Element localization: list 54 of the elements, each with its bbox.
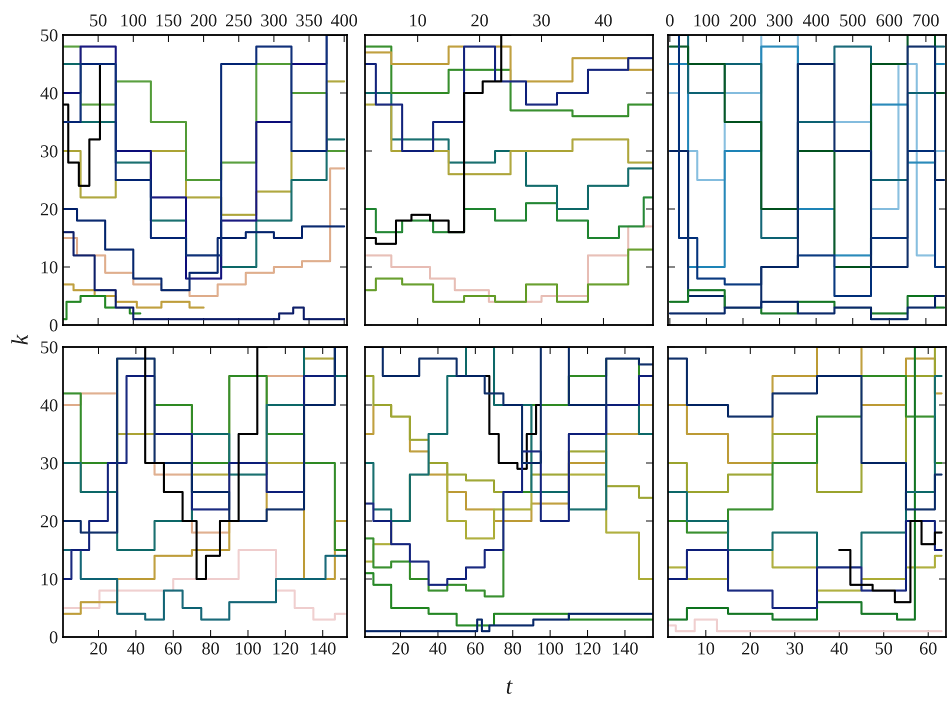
x-tick-label: 150 (156, 14, 182, 26)
y-tick-label: 30 (40, 457, 58, 470)
x-tick-label: 100 (121, 14, 146, 26)
x-tick-label: 40 (594, 14, 612, 26)
x-tick-label: 600 (876, 14, 902, 26)
x-tick-label: 500 (840, 14, 866, 26)
y-tick-label: 40 (40, 399, 58, 412)
x-tick-label: 20 (471, 14, 488, 26)
x-tick-label: 50 (90, 14, 106, 26)
x-tick-label: 140 (612, 642, 638, 655)
x-axis-title: t (506, 680, 513, 694)
x-tick-label: 20 (90, 642, 107, 655)
x-tick-label: 40 (127, 642, 144, 655)
x-tick-label: 100 (538, 642, 563, 655)
y-tick-label: 10 (42, 573, 58, 586)
x-tick-label: 30 (533, 14, 550, 26)
x-tick-label: 300 (261, 14, 287, 26)
y-tick-label: 40 (40, 87, 58, 100)
x-tick-label: 10 (698, 642, 714, 655)
y-tick-label: 50 (41, 29, 58, 42)
y-tick-label: 20 (40, 203, 58, 216)
x-tick-label: 50 (876, 642, 892, 655)
x-tick-label: 100 (236, 642, 261, 655)
x-tick-label: 40 (429, 642, 446, 655)
y-axis-title: k (11, 334, 28, 345)
x-tick-label: 250 (226, 14, 252, 26)
x-tick-label: 700 (914, 14, 939, 26)
x-tick-label: 30 (786, 642, 804, 655)
x-tick-label: 20 (392, 642, 409, 655)
y-tick-label: 0 (50, 631, 58, 644)
x-tick-label: 10 (410, 14, 426, 26)
x-tick-label: 60 (164, 642, 182, 655)
y-tick-label: 50 (41, 341, 58, 354)
y-tick-label: 30 (40, 145, 58, 158)
x-tick-label: 200 (190, 14, 216, 26)
y-tick-label: 10 (42, 261, 58, 274)
x-tick-label: 120 (273, 642, 298, 655)
x-tick-label: 60 (920, 642, 937, 655)
x-tick-label: 0 (666, 14, 674, 26)
x-tick-label: 40 (830, 642, 848, 655)
x-tick-label: 400 (331, 14, 358, 26)
y-tick-label: 20 (40, 515, 58, 528)
x-tick-label: 80 (202, 642, 219, 655)
x-tick-label: 120 (576, 642, 600, 655)
x-tick-label: 60 (467, 642, 484, 655)
x-tick-label: 400 (802, 14, 829, 26)
x-tick-label: 200 (730, 14, 756, 26)
y-tick-label: 0 (50, 319, 58, 332)
x-tick-label: 350 (296, 14, 322, 26)
x-tick-label: 100 (694, 14, 720, 26)
x-tick-label: 20 (742, 642, 759, 655)
x-tick-label: 300 (766, 14, 792, 26)
x-tick-label: 80 (504, 642, 522, 655)
x-tick-label: 140 (310, 642, 336, 655)
